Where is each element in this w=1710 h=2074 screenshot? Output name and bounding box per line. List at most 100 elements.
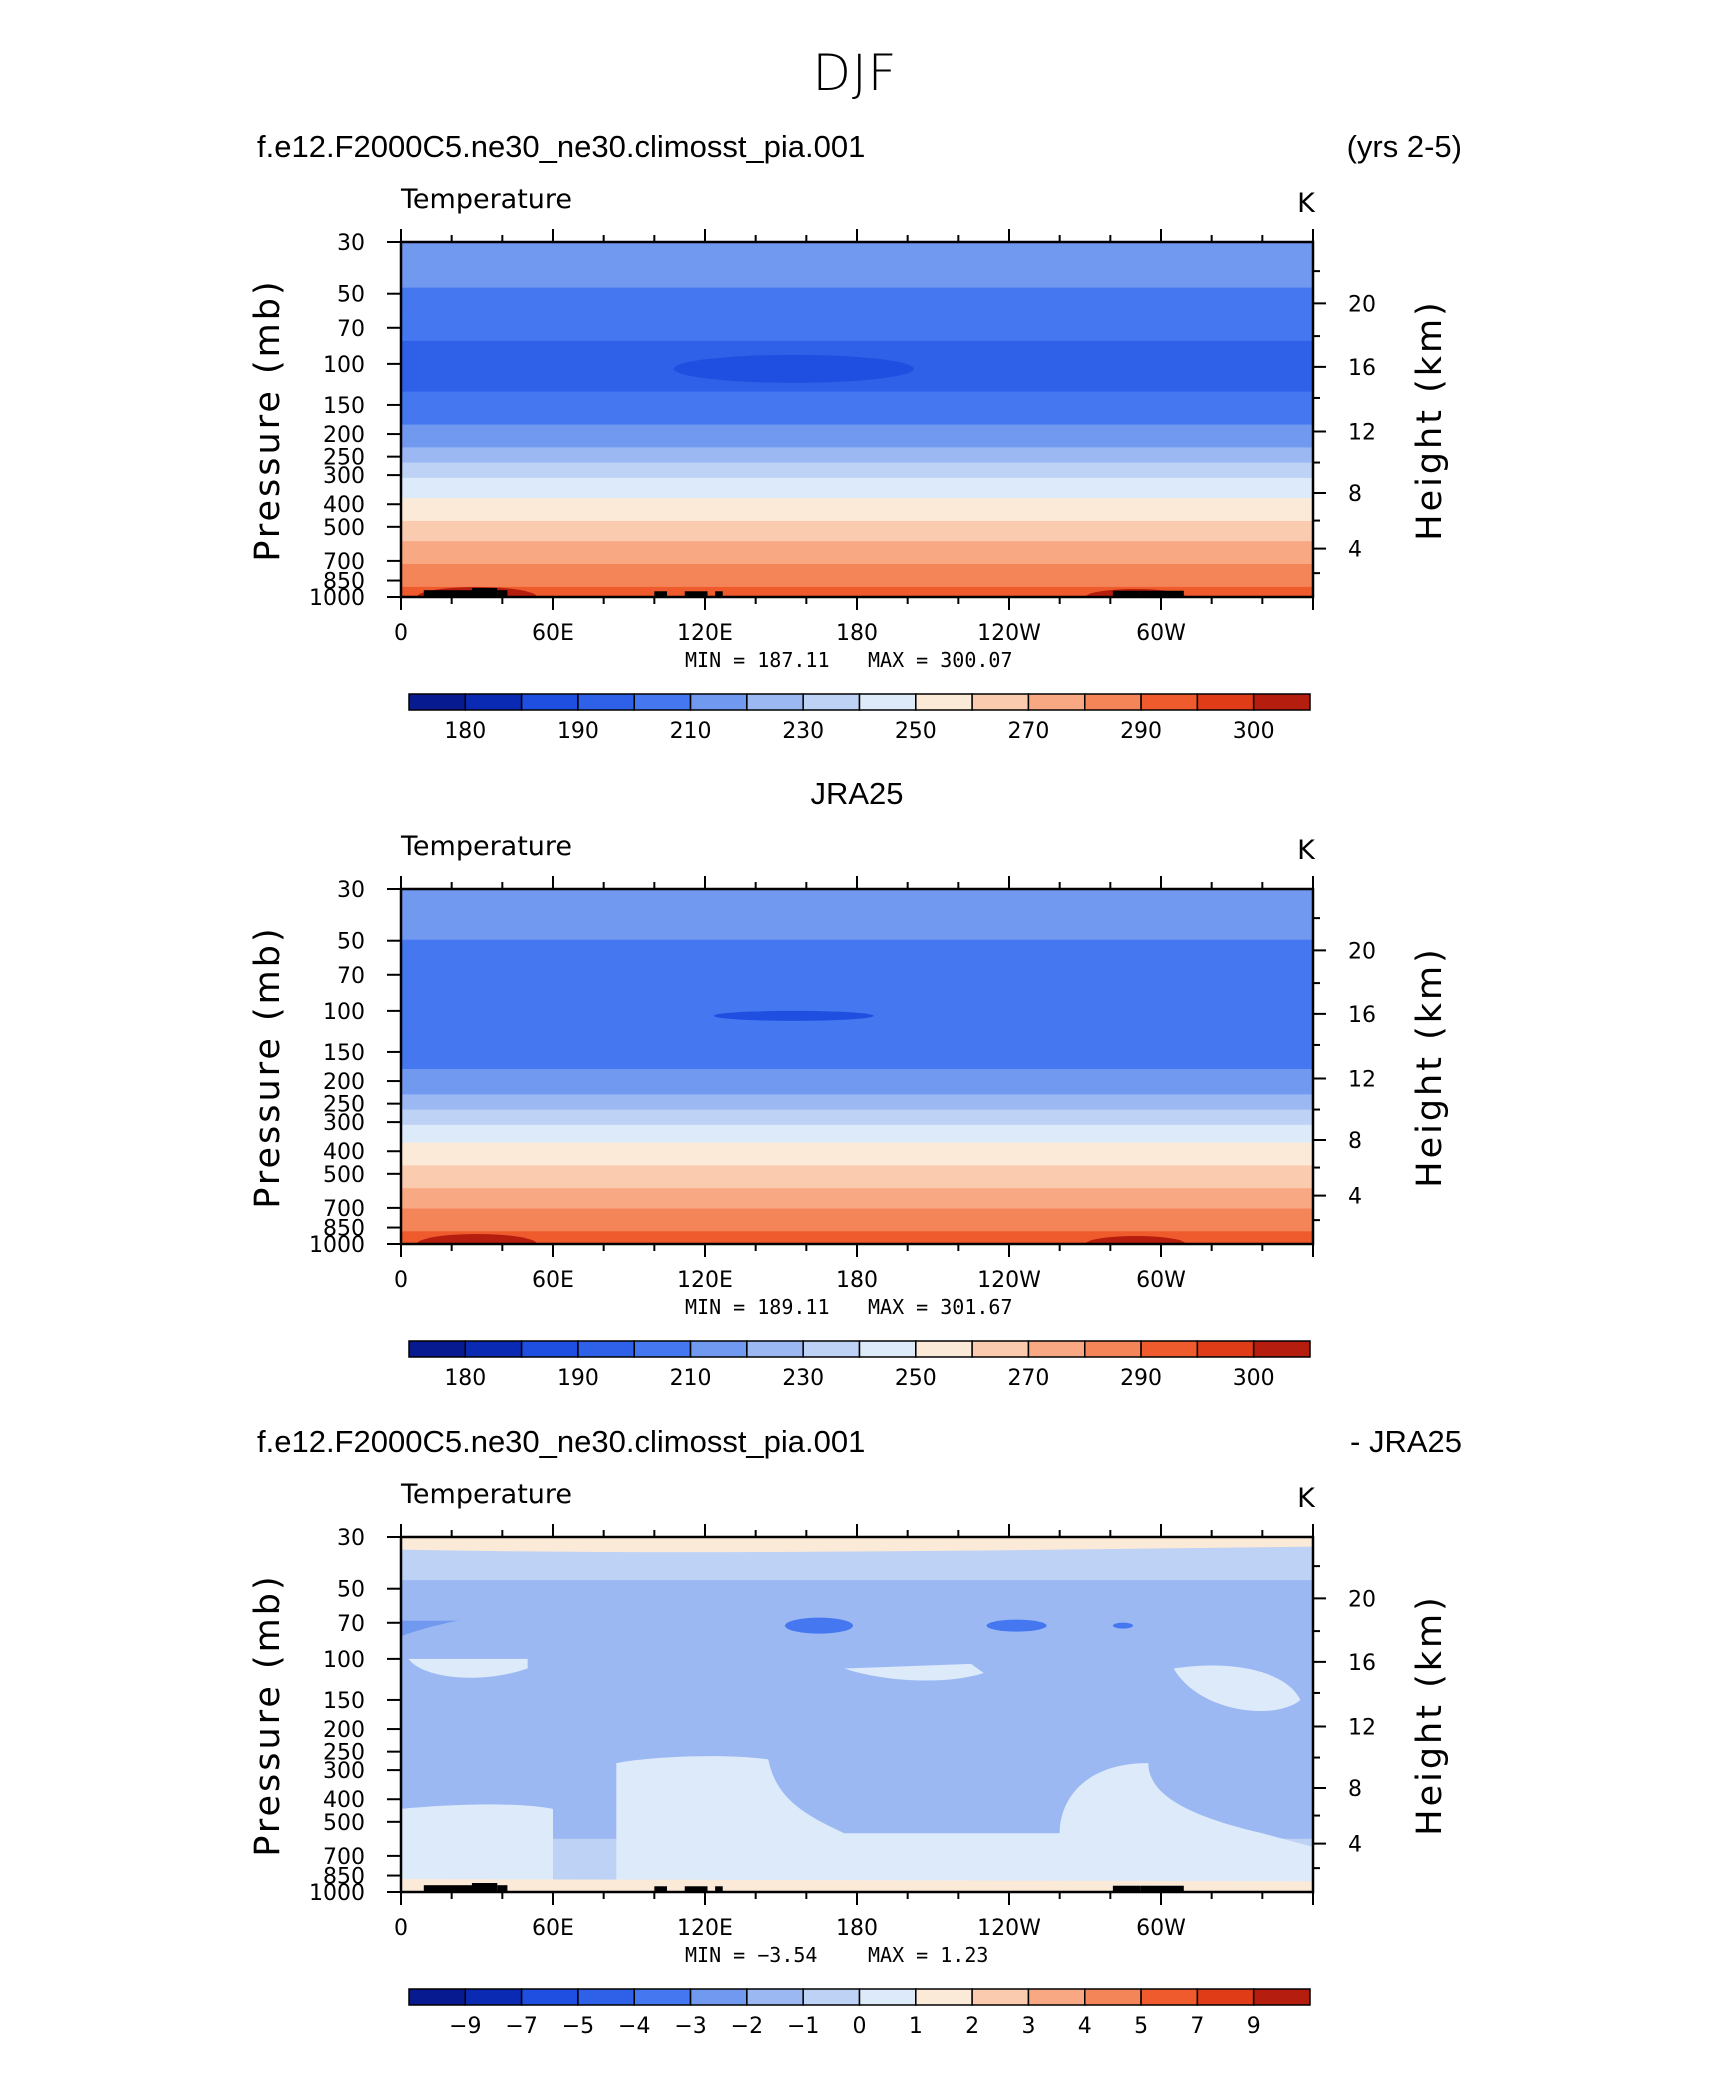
colorbar-swatch — [858, 1988, 917, 2006]
colorbar-swatch — [577, 1340, 635, 1358]
y-tick-label: 150 — [323, 394, 365, 419]
colorbar-swatch — [1027, 1988, 1086, 2006]
colorbar-label: 250 — [895, 1366, 937, 1391]
x-tick-label: 180 — [836, 621, 878, 646]
colorbar-swatch — [1027, 693, 1086, 711]
y-axis-title-pressure: Pressure (mb) — [248, 924, 288, 1209]
min-stat: MIN = 187.11 — [685, 648, 830, 672]
height-tick-label: 8 — [1348, 482, 1362, 507]
y-tick-label: 50 — [337, 930, 365, 955]
colorbar-label: −2 — [731, 2014, 763, 2039]
y-tick-label: 50 — [337, 1578, 365, 1603]
panel-header-left: f.e12.F2000C5.ne30_ne30.climosst_pia.001 — [257, 1424, 866, 1459]
x-tick-label: 60W — [1136, 1268, 1186, 1293]
colorbar-swatch — [915, 1988, 973, 2006]
panel-model: 0 60E 120E 180 120W 60W3050701001502002503004… — [309, 229, 1376, 744]
y-tick-label: 250 — [323, 446, 365, 471]
y-tick-label: 200 — [323, 1718, 365, 1743]
colorbar-swatch — [408, 1340, 467, 1358]
height-tick-label: 16 — [1348, 1003, 1376, 1028]
colorbar-swatch — [915, 1340, 973, 1358]
panel-diff: 0 60E 120E 180 120W 60W3050701001502002503004… — [309, 1524, 1376, 2039]
cold-bias-core — [986, 1619, 1047, 1632]
topography — [497, 1885, 508, 1892]
colorbar-swatch — [1196, 1988, 1255, 2006]
figure-title: DJF — [812, 44, 898, 102]
variable-label: Temperature — [401, 184, 573, 215]
cold-bias-core — [1113, 1622, 1133, 1629]
min-stat: MIN = 189.11 — [685, 1295, 830, 1319]
topography — [471, 588, 498, 597]
height-tick-label: 20 — [1348, 292, 1376, 317]
colorbar-swatch — [1252, 693, 1311, 711]
warm-core — [1085, 1236, 1186, 1244]
y-tick-label: 150 — [323, 1041, 365, 1066]
topography — [423, 590, 477, 597]
colorbar-swatch — [689, 1988, 748, 2006]
colorbar-swatch — [858, 693, 917, 711]
warm-bias-top — [401, 1537, 1313, 1553]
y-tick-label: 100 — [323, 1648, 365, 1673]
colorbar-swatch — [1084, 693, 1142, 711]
max-stat: MAX = 1.23 — [868, 1943, 989, 1967]
weak-bias-area — [408, 1658, 528, 1678]
x-tick-label: 180 — [836, 1916, 878, 1941]
colorbar-label: 270 — [1007, 1366, 1049, 1391]
units-label: K — [1297, 1483, 1315, 1514]
height-tick-label: 12 — [1348, 420, 1376, 445]
height-tick-label: 12 — [1348, 1067, 1376, 1092]
colorbar-label: 210 — [670, 719, 712, 744]
height-tick-label: 4 — [1348, 538, 1362, 563]
height-tick-label: 16 — [1348, 356, 1376, 381]
y-tick-label: 300 — [323, 1111, 365, 1136]
y-tick-label: 150 — [323, 1689, 365, 1714]
y-axis-title-pressure: Pressure (mb) — [248, 277, 288, 562]
colorbar-swatch — [408, 1988, 467, 2006]
topography — [497, 590, 508, 597]
colorbar-label: 9 — [1247, 2014, 1261, 2039]
colorbar-label: 300 — [1233, 719, 1275, 744]
topography — [1112, 590, 1141, 597]
x-tick-label: 120E — [677, 1268, 733, 1293]
x-tick-label: 120W — [977, 621, 1041, 646]
variable-label: Temperature — [401, 831, 573, 862]
y-tick-label: 50 — [337, 283, 365, 308]
topography — [423, 1885, 477, 1892]
colorbar-swatch — [1140, 693, 1199, 711]
colorbar-swatch — [633, 693, 692, 711]
colorbar-swatch — [746, 693, 804, 711]
y-tick-label: 100 — [323, 1000, 365, 1025]
x-tick-label: 120E — [677, 1916, 733, 1941]
colorbar-swatch — [464, 1340, 523, 1358]
panel-header-center: JRA25 — [810, 776, 904, 811]
panel-header-right: (yrs 2-5) — [1346, 129, 1462, 164]
units-label: K — [1297, 835, 1315, 866]
height-tick-label: 4 — [1348, 1833, 1362, 1858]
y-tick-label: 70 — [337, 317, 365, 342]
y-axis-title-height: Height (km) — [1410, 945, 1450, 1188]
y-tick-label: 70 — [337, 964, 365, 989]
x-tick-label: 60E — [532, 1916, 574, 1941]
colorbar-swatch — [633, 1988, 692, 2006]
colorbar-swatch — [1140, 1988, 1199, 2006]
y-tick-label: 500 — [323, 1163, 365, 1188]
colorbar-swatch — [1140, 1340, 1199, 1358]
colorbar-label: 180 — [444, 719, 486, 744]
colorbar-swatch — [802, 693, 861, 711]
y-tick-label: 300 — [323, 1759, 365, 1784]
colorbar-label: −3 — [674, 2014, 706, 2039]
height-tick-label: 12 — [1348, 1715, 1376, 1740]
contour-field — [401, 1537, 1313, 1892]
weak-bias-area — [616, 1756, 1313, 1892]
y-tick-label: 30 — [337, 1526, 365, 1551]
colorbar-swatch — [577, 1988, 635, 2006]
topography — [715, 591, 723, 597]
y-tick-label: 500 — [323, 1811, 365, 1836]
max-stat: MAX = 300.07 — [868, 648, 1013, 672]
colorbar-swatch — [1196, 1340, 1255, 1358]
colorbar-swatch — [915, 693, 973, 711]
colorbar-label: 5 — [1134, 2014, 1148, 2039]
colorbar-label: 250 — [895, 719, 937, 744]
colorbar-label: 290 — [1120, 1366, 1162, 1391]
x-tick-label: 120E — [677, 621, 733, 646]
